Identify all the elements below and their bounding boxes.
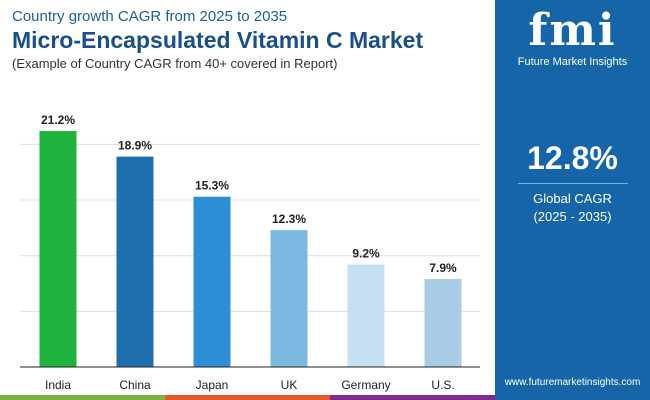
- chart-subtitle: Country growth CAGR from 2025 to 2035: [12, 8, 288, 25]
- side-panel: fmi Future Market Insights 12.8% Global …: [495, 0, 650, 400]
- footer-color-bar: [0, 395, 495, 400]
- global-cagr: 12.8% Global CAGR (2025 - 2035): [495, 140, 650, 226]
- footer-stripe: [0, 395, 165, 400]
- bar-chart: 21.2% India 18.9% China 15.3% Japan 12.3% UK 9.2…: [20, 113, 480, 392]
- bar-india: [39, 131, 77, 367]
- x-tick-label: Japan: [196, 378, 229, 392]
- x-tick-label: China: [119, 378, 151, 392]
- footer-stripe: [330, 395, 495, 400]
- divider: [517, 183, 628, 184]
- footer-stripe: [165, 395, 330, 400]
- chart-title: Micro-Encapsulated Vitamin C Market: [12, 27, 424, 53]
- bar-china: [116, 156, 154, 367]
- chart-note: (Example of Country CAGR from 40+ covere…: [12, 56, 338, 71]
- data-label: 7.9%: [429, 261, 457, 275]
- website-link[interactable]: www.futuremarketinsights.com: [504, 377, 641, 388]
- data-label: 21.2%: [41, 113, 75, 127]
- cagr-period: (2025 - 2035): [533, 209, 612, 224]
- data-label: 9.2%: [352, 247, 380, 261]
- bar-uk: [270, 230, 308, 367]
- cagr-value: 12.8%: [527, 140, 618, 176]
- bar-us: [424, 279, 462, 367]
- x-tick-label: India: [45, 378, 71, 392]
- data-label: 12.3%: [272, 212, 306, 226]
- data-label: 18.9%: [118, 139, 152, 153]
- fmi-logo: fmi Future Market Insights: [495, 5, 650, 69]
- brand-name: Future Market Insights: [517, 56, 628, 68]
- x-tick-label: Germany: [341, 378, 390, 392]
- x-tick-label: U.S.: [431, 378, 454, 392]
- cagr-label: Global CAGR: [533, 191, 612, 206]
- x-tick-label: UK: [281, 378, 298, 392]
- bar-japan: [193, 196, 231, 367]
- bar-germany: [347, 264, 385, 367]
- logo-text: fmi: [528, 5, 617, 56]
- data-label: 15.3%: [195, 179, 229, 193]
